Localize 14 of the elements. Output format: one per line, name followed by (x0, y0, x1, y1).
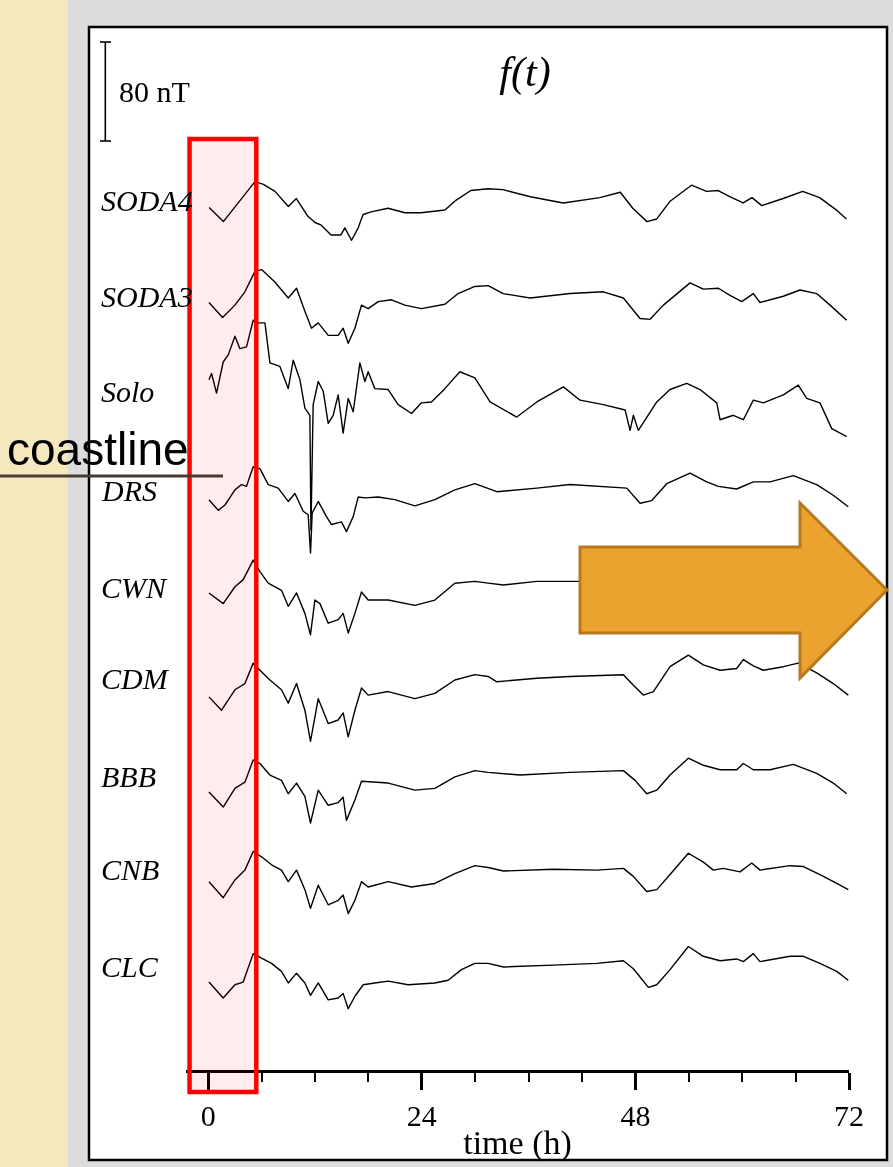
x-tick-label: 72 (834, 1098, 864, 1132)
series-label: DRS (101, 474, 157, 507)
x-axis-title: time (h) (463, 1124, 572, 1163)
x-tick-label: 0 (200, 1098, 216, 1132)
series-label: CLC (101, 950, 159, 983)
series-label: CDM (101, 662, 170, 695)
x-tick-label: 24 (406, 1098, 437, 1132)
series-label: Solo (101, 375, 155, 408)
chart-title: f(t) (499, 48, 551, 96)
text: 80 nT (119, 75, 190, 108)
series-label: CNB (101, 853, 160, 886)
series-label: CWN (101, 571, 168, 604)
series-label: BBB (101, 760, 156, 793)
x-tick-label: 48 (620, 1098, 651, 1132)
